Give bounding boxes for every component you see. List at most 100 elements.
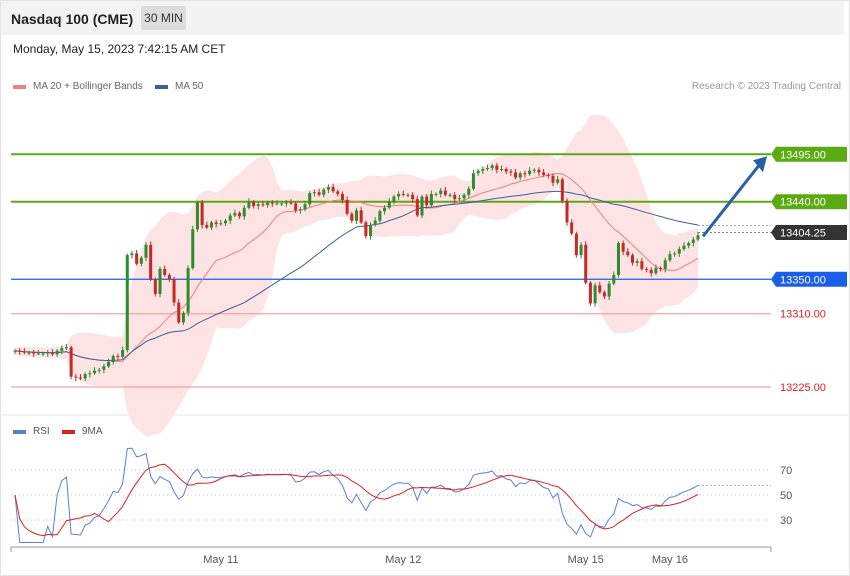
candle-body (336, 191, 340, 194)
ma50-swatch (155, 84, 168, 89)
candle-body (509, 171, 513, 173)
candle-body (467, 188, 471, 195)
candle-body (392, 196, 396, 202)
candle-body (500, 168, 504, 170)
candle-body (476, 170, 480, 174)
candle-body (687, 243, 691, 246)
candle-body (411, 194, 415, 200)
candle-body (378, 211, 382, 221)
candle-body (462, 194, 466, 199)
candle-body (322, 189, 326, 195)
candle-body (556, 179, 560, 183)
candle-body (270, 202, 274, 204)
candle-body (471, 173, 475, 189)
candle-body (415, 199, 419, 216)
candle-body (78, 377, 83, 379)
candle-body (266, 202, 270, 206)
x-tick-label: May 15 (568, 554, 604, 566)
credit-text: Research © 2023 Trading Central (691, 81, 841, 92)
candle-body (481, 168, 485, 171)
candle-body (116, 355, 120, 357)
candle-body (209, 222, 213, 228)
candle-body (532, 169, 536, 171)
candle-body (256, 204, 260, 207)
candle-body (504, 168, 508, 172)
candle-body (200, 202, 204, 225)
candle-body (64, 347, 68, 349)
candle-body (598, 285, 602, 293)
candle-body (682, 245, 686, 250)
candle-body (668, 254, 672, 261)
candle-body (186, 268, 190, 313)
level-label: 13350.00 (780, 274, 826, 286)
candle-body (275, 203, 279, 205)
candle-body (345, 199, 349, 214)
candle-body (645, 268, 649, 270)
candle-body (238, 212, 242, 217)
candle-body (542, 172, 546, 175)
candle-body (621, 243, 625, 252)
candle-body (429, 193, 433, 206)
candle-body (420, 196, 424, 216)
candle-body (518, 173, 522, 178)
candle-body (32, 352, 36, 354)
ma20-swatch (13, 84, 26, 89)
instrument-title: Nasdaq 100 (CME) (11, 11, 134, 27)
candle-body (607, 283, 611, 297)
candle-body (434, 193, 438, 195)
candle-body (149, 244, 153, 280)
candle-body (102, 366, 106, 370)
candle-body (303, 204, 307, 210)
candle-body (626, 251, 630, 256)
candle-body (107, 362, 111, 367)
candle-body (691, 239, 695, 244)
candle-body (27, 352, 31, 354)
candle-body (453, 194, 457, 200)
candle-body (495, 165, 499, 170)
candle-body (584, 244, 588, 283)
candle-body (359, 210, 363, 223)
candle-body (364, 222, 368, 237)
candle-body (312, 192, 316, 194)
projection-arrow-shaft (701, 164, 761, 238)
candle-body (280, 203, 284, 205)
candle-body (205, 224, 209, 228)
timeframe-button[interactable]: 30 MIN (141, 6, 186, 30)
level-label: 13225.00 (780, 382, 826, 394)
candle-body (565, 200, 569, 223)
candle-body (654, 268, 658, 274)
level-label: 13310.00 (780, 309, 826, 321)
candle-body (284, 202, 288, 204)
x-tick-label: May 12 (385, 554, 421, 566)
candle-body (383, 207, 387, 212)
candle-body (326, 187, 330, 190)
candle-body (490, 165, 494, 169)
candle-body (308, 193, 312, 205)
projection-arrow-head (753, 156, 767, 173)
candle-body (111, 355, 115, 363)
candle-body (228, 215, 232, 221)
candle-body (443, 190, 447, 195)
candle-body (457, 198, 461, 200)
candle-body (181, 312, 185, 323)
candle-body (373, 220, 377, 225)
candle-body (630, 255, 635, 263)
candle-body (369, 224, 373, 237)
candle-body (397, 193, 401, 197)
candle-body (36, 353, 40, 355)
candle-body (125, 255, 129, 350)
candle-body (696, 235, 700, 240)
candle-body (50, 352, 54, 355)
candle-body (93, 370, 97, 374)
candle-body (60, 348, 64, 351)
candle-body (425, 196, 429, 206)
level-tag (771, 225, 847, 241)
candle-body (340, 193, 344, 200)
candle-body (252, 201, 256, 207)
level-label: 13404.25 (780, 228, 826, 240)
candle-body (593, 285, 597, 304)
candle-body (354, 210, 359, 221)
candle-body (22, 351, 26, 353)
candle-body (158, 268, 162, 294)
candle-body (261, 204, 265, 206)
